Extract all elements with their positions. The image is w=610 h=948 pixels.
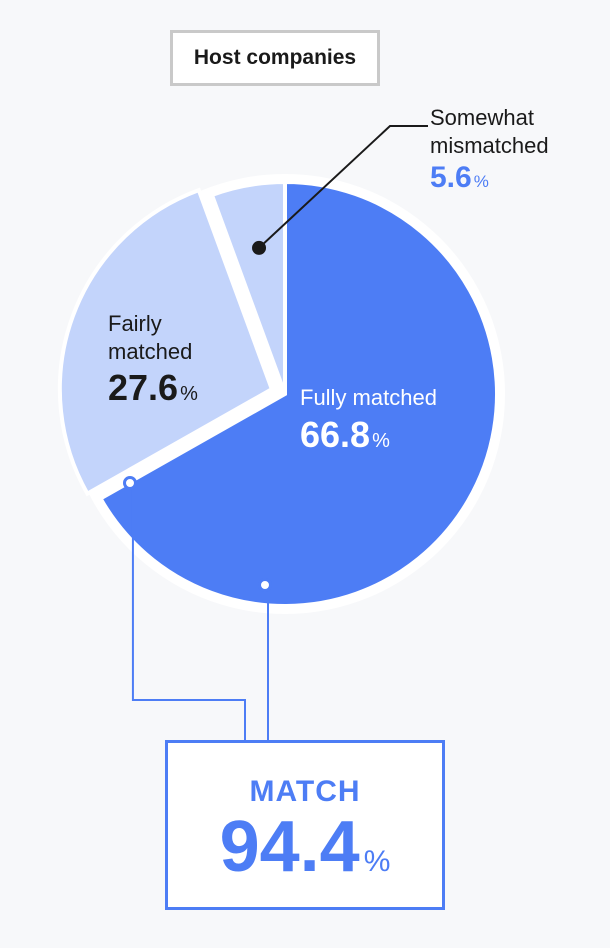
pie-chart: Somewhat mismatched 5.6% Fairly matched …	[0, 120, 610, 680]
match-title: MATCH	[249, 775, 360, 809]
fully-value: 66.8	[300, 414, 370, 455]
fairly-pct: %	[180, 383, 198, 405]
match-value: 94.4	[220, 807, 360, 887]
match-summary-box: MATCH 94.4%	[165, 740, 445, 910]
mismatch-value: 5.6	[430, 161, 472, 194]
fairly-name: Fairly	[108, 310, 198, 338]
fully-name: Fully matched	[300, 384, 437, 412]
chart-title: Host companies	[194, 46, 356, 70]
match-pct: %	[364, 845, 391, 878]
match-value-wrap: 94.4%	[220, 811, 391, 883]
label-fairly-matched: Fairly matched 27.6%	[108, 310, 198, 410]
chart-title-box: Host companies	[170, 30, 380, 86]
fully-pct: %	[372, 430, 390, 452]
label-somewhat-mismatched: Somewhat mismatched 5.6%	[430, 104, 600, 197]
fairly-value: 27.6	[108, 367, 178, 408]
label-fully-matched: Fully matched 66.8%	[300, 384, 437, 457]
mismatch-pct: %	[474, 172, 489, 191]
mismatch-name: Somewhat mismatched	[430, 104, 600, 159]
fairly-name-2: matched	[108, 338, 198, 366]
